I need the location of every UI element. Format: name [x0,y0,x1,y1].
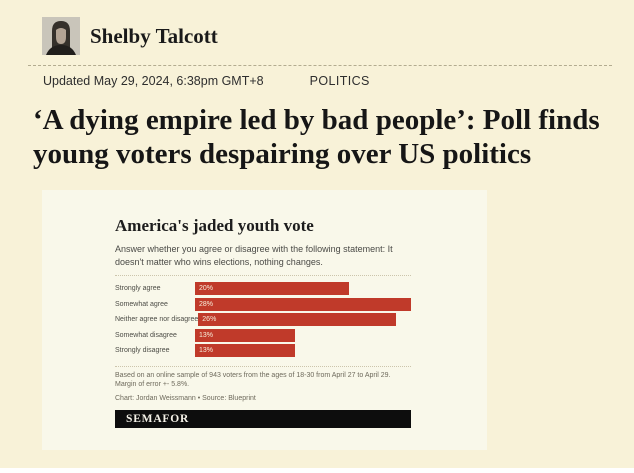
article-header: Shelby Talcott Updated May 29, 2024, 6:3… [0,17,634,171]
author-portrait-photo [42,17,80,55]
bar-track: 28% [195,297,411,311]
author-avatar[interactable] [42,17,80,55]
author-byline[interactable]: Shelby Talcott [42,17,634,55]
bar-row: Neither agree nor disagree 26% [115,312,411,328]
bar-chart: Strongly agree 20% Somewhat agree 28% Neithe… [115,281,411,359]
chart-card: America's jaded youth vote Answer whethe… [42,190,487,450]
bar-value: 28% [199,300,214,308]
bar-row: Strongly disagree 13% [115,343,411,359]
bar: 13% [195,328,296,342]
bar-track: 13% [195,328,411,342]
chart-top-divider [115,275,411,276]
author-name: Shelby Talcott [90,23,218,48]
bar-label: Somewhat disagree [115,331,177,339]
semafor-wordmark: SEMAFOR [126,413,190,425]
category-link-politics[interactable]: POLITICS [309,74,370,88]
chart-title: America's jaded youth vote [115,216,314,235]
bottom-strip [0,468,634,473]
header-divider [28,65,612,66]
chart-bottom-divider [115,365,411,367]
bar: 20% [195,282,350,296]
bar-label: Strongly agree [115,285,161,293]
chart-credit: Chart: Jordan Weissmann • Source: Bluepr… [115,394,256,402]
semafor-logo-bar: SEMAFOR [115,410,411,428]
bar-label: Somewhat agree [115,300,168,308]
updated-timestamp: Updated May 29, 2024, 6:38pm GMT+8 [43,74,264,88]
bar-row: Somewhat agree 28% [115,297,411,313]
article-meta: Updated May 29, 2024, 6:38pm GMT+8 POLIT… [43,73,634,89]
bar-label: Strongly disagree [115,347,170,355]
bar-value: 13% [199,347,214,355]
bar-value: 26% [202,316,217,324]
bar-value: 13% [199,331,214,339]
chart-subtitle: Answer whether you agree or disagree wit… [115,244,393,267]
bar-row: Strongly agree 20% [115,281,411,297]
bar-label: Neither agree nor disagree [115,316,199,324]
bar-value: 20% [199,285,214,293]
bar: 13% [195,344,296,358]
bar-row: Somewhat disagree 13% [115,328,411,344]
bar-track: 26% [198,313,411,327]
bar: 26% [198,313,396,327]
bar: 28% [195,297,411,311]
headline: ‘A dying empire led by bad people’: Poll… [33,104,600,170]
chart-footnote: Based on an online sample of 943 voters … [115,371,391,389]
bar-track: 13% [195,344,411,358]
bar-track: 20% [195,282,411,296]
